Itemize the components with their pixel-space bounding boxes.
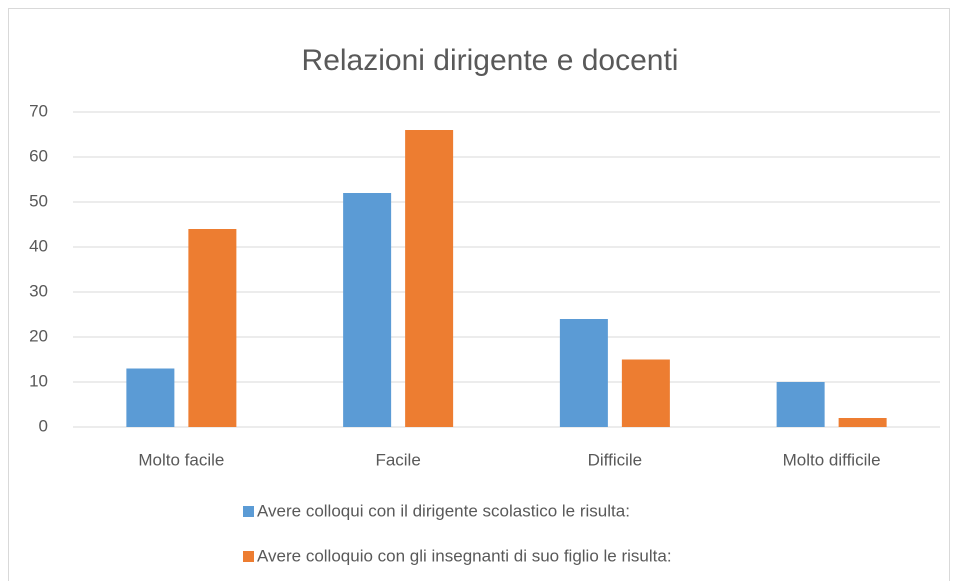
bar xyxy=(405,130,454,427)
bar xyxy=(126,368,175,427)
legend-swatch xyxy=(243,551,254,562)
x-tick-label: Difficile xyxy=(588,450,642,469)
bar xyxy=(776,382,825,427)
y-tick-label: 40 xyxy=(29,236,48,255)
y-tick-label: 20 xyxy=(29,326,48,345)
bar xyxy=(343,193,392,427)
y-tick-label: 0 xyxy=(39,416,48,435)
legend-swatch xyxy=(243,506,254,517)
y-tick-label: 60 xyxy=(29,146,48,165)
legend-label: Avere colloqui con il dirigente scolasti… xyxy=(257,501,630,520)
y-tick-label: 50 xyxy=(29,191,48,210)
y-tick-label: 70 xyxy=(29,101,48,120)
y-tick-label: 10 xyxy=(29,371,48,390)
y-tick-label: 30 xyxy=(29,281,48,300)
x-tick-label: Molto difficile xyxy=(783,450,881,469)
bar xyxy=(559,319,608,427)
chart-border xyxy=(8,8,950,586)
bar xyxy=(838,418,887,427)
bar xyxy=(188,229,237,427)
x-tick-label: Facile xyxy=(375,450,420,469)
bar xyxy=(621,359,670,427)
chart-title: Relazioni dirigente e docenti xyxy=(302,44,679,77)
legend-label: Avere colloquio con gli insegnanti di su… xyxy=(257,546,672,565)
x-tick-label: Molto facile xyxy=(138,450,224,469)
